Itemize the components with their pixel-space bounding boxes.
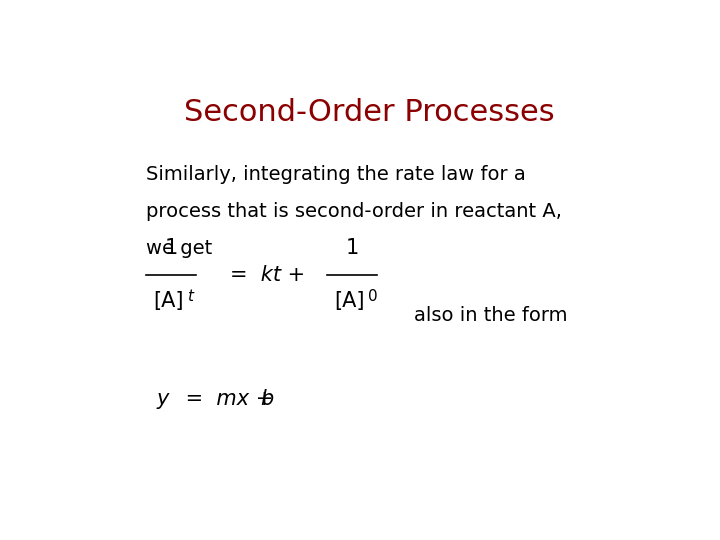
Text: =  mx +: = mx + bbox=[179, 389, 280, 409]
Text: b: b bbox=[260, 389, 274, 409]
Text: t: t bbox=[186, 289, 192, 305]
Text: 1: 1 bbox=[164, 238, 178, 258]
Text: 1: 1 bbox=[346, 238, 359, 258]
Text: y: y bbox=[157, 389, 169, 409]
Text: [A]: [A] bbox=[153, 292, 184, 312]
Text: Second-Order Processes: Second-Order Processes bbox=[184, 98, 554, 127]
Text: [A]: [A] bbox=[334, 292, 365, 312]
Text: process that is second-order in reactant A,: process that is second-order in reactant… bbox=[145, 202, 562, 221]
Text: we get: we get bbox=[145, 239, 212, 259]
Text: also in the form: also in the form bbox=[413, 306, 567, 325]
Text: 0: 0 bbox=[368, 289, 377, 305]
Text: Similarly, integrating the rate law for a: Similarly, integrating the rate law for … bbox=[145, 165, 526, 184]
Text: =  kt +: = kt + bbox=[230, 265, 311, 285]
